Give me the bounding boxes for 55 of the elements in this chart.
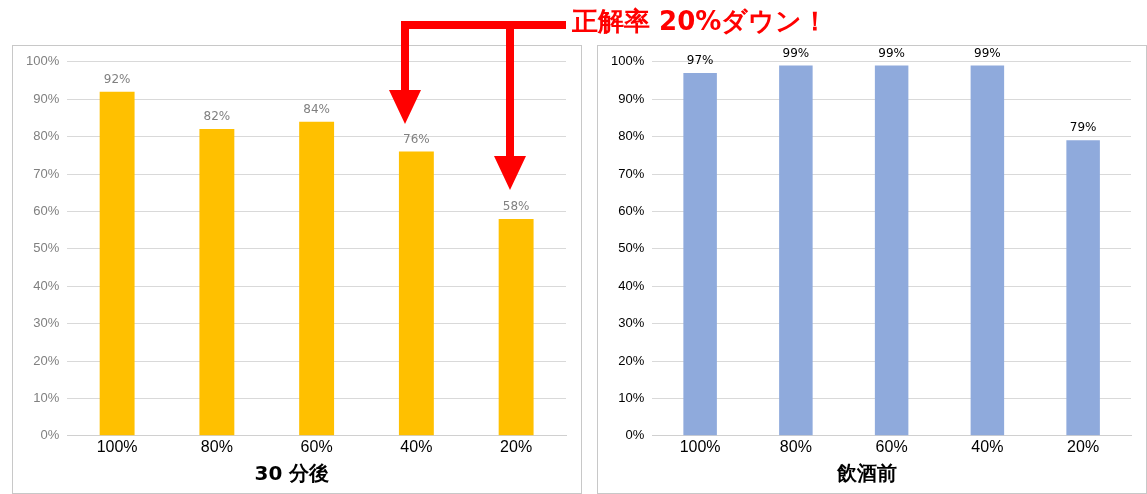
bar xyxy=(398,151,434,436)
text: 30 分後 xyxy=(254,461,330,486)
y-tick-label: 80% xyxy=(618,128,645,144)
bar xyxy=(970,65,1005,436)
y-tick-label: 40% xyxy=(33,277,60,293)
text: 正解率 20%ダウン！ xyxy=(572,5,829,38)
y-tick-label: 50% xyxy=(33,240,60,256)
bar xyxy=(99,91,135,436)
y-tick-label: 60% xyxy=(33,202,60,218)
y-tick-label: 70% xyxy=(33,165,60,181)
y-tick-label: 50% xyxy=(618,240,645,256)
x-tick-label: 40% xyxy=(400,437,433,455)
data-label: 79% xyxy=(1069,120,1097,135)
y-tick-label: 100% xyxy=(26,53,60,69)
x-tick-label: 100% xyxy=(96,437,138,455)
x-tick-label: 40% xyxy=(971,437,1004,455)
bar xyxy=(874,65,909,436)
text: 飲酒前 xyxy=(836,461,897,486)
data-label: 99% xyxy=(782,45,810,60)
y-tick-label: 10% xyxy=(618,389,645,405)
x-tick-label: 20% xyxy=(500,437,533,455)
y-tick-label: 20% xyxy=(618,352,645,368)
x-tick-label: 80% xyxy=(200,437,233,455)
x-tick-label: 100% xyxy=(679,437,721,455)
bar xyxy=(1066,140,1100,436)
y-tick-label: 90% xyxy=(618,90,645,106)
y-tick-label: 0% xyxy=(40,427,60,443)
y-tick-label: 70% xyxy=(618,165,645,181)
bar xyxy=(299,121,335,436)
y-tick-label: 60% xyxy=(618,202,645,218)
x-tick-label: 80% xyxy=(779,437,812,455)
y-tick-label: 10% xyxy=(33,389,60,405)
x-tick-label: 60% xyxy=(875,437,908,455)
y-tick-label: 30% xyxy=(33,315,60,331)
data-label: 99% xyxy=(974,45,1001,60)
y-tick-label: 0% xyxy=(625,427,645,443)
y-tick-label: 90% xyxy=(33,90,60,106)
y-tick-label: 100% xyxy=(611,53,645,69)
bar xyxy=(498,218,534,436)
data-label: 84% xyxy=(303,101,330,116)
y-tick-label: 30% xyxy=(618,315,645,331)
data-label: 92% xyxy=(103,71,131,86)
bar xyxy=(779,65,813,436)
x-tick-label: 20% xyxy=(1067,437,1100,455)
y-tick-label: 20% xyxy=(33,352,60,368)
data-label: 58% xyxy=(502,199,530,214)
x-tick-label: 60% xyxy=(300,437,333,455)
data-label: 97% xyxy=(686,53,714,68)
data-label: 76% xyxy=(403,131,430,146)
y-tick-label: 80% xyxy=(33,128,60,144)
bar xyxy=(683,73,717,436)
data-label: 82% xyxy=(203,109,231,124)
bar xyxy=(199,129,235,436)
data-label: 99% xyxy=(878,45,905,60)
y-tick-label: 40% xyxy=(618,277,645,293)
